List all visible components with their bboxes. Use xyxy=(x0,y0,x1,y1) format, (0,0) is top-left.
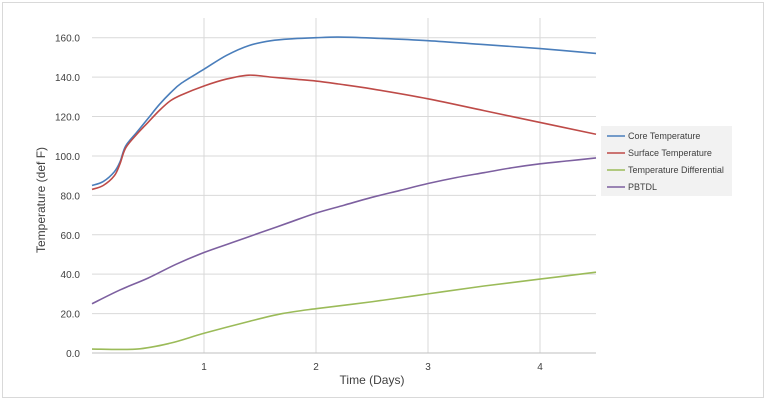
x-tick-label: 2 xyxy=(313,362,319,373)
y-tick-label: 60.0 xyxy=(61,231,81,242)
x-tick-label: 3 xyxy=(425,362,431,373)
x-tick-label: 4 xyxy=(537,362,543,373)
series-line-core-temperature xyxy=(91,36,597,187)
legend: Core Temperature Surface Temperature Tempe… xyxy=(601,126,732,196)
x-tick-label: 1 xyxy=(201,362,207,373)
legend-label-core-temperature: Core Temperature xyxy=(628,131,700,141)
y-tick-label: 0.0 xyxy=(66,349,80,360)
y-axis-title: Temperature (def F) xyxy=(34,147,48,253)
legend-items: Core Temperature Surface Temperature Tempe… xyxy=(607,131,724,192)
y-tick-label: 40.0 xyxy=(61,270,81,281)
axis-layer: 0.0 20.0 40.0 60.0 80.0 100.0 120.0 140.0 160.0 1… xyxy=(55,34,596,373)
chart-frame: 0.0 20.0 40.0 60.0 80.0 100.0 120.0 140.0 160.0 1… xyxy=(2,2,764,398)
series-line-surface-temperature xyxy=(91,74,597,191)
series-layer xyxy=(91,36,597,351)
line-chart: 0.0 20.0 40.0 60.0 80.0 100.0 120.0 140.0 160.0 1… xyxy=(34,18,732,387)
grid-layer xyxy=(92,18,596,353)
series-line-pbtdl xyxy=(91,157,597,305)
legend-box xyxy=(601,126,732,196)
y-tick-label: 120.0 xyxy=(55,113,80,124)
legend-label-surface-temperature: Surface Temperature xyxy=(628,148,712,158)
y-tick-label: 140.0 xyxy=(55,73,80,84)
y-tick-label: 20.0 xyxy=(61,310,81,321)
legend-label-temperature-differential: Temperature Differential xyxy=(628,165,724,175)
y-tick-label: 100.0 xyxy=(55,152,80,163)
x-axis-title: Time (Days) xyxy=(340,373,405,387)
y-tick-label: 80.0 xyxy=(61,191,81,202)
legend-label-pbtdl: PBTDL xyxy=(628,182,657,192)
y-tick-label: 160.0 xyxy=(55,34,80,45)
series-line-temperature-differential xyxy=(91,271,597,351)
